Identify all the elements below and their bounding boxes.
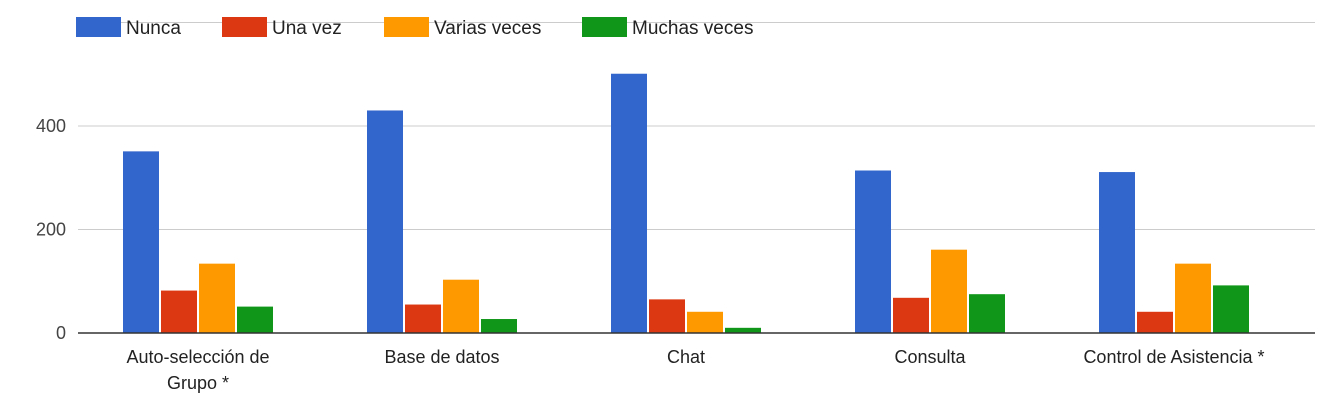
- legend-swatch: [582, 17, 627, 37]
- bar-una-vez: [1137, 311, 1173, 333]
- legend: Nunca Una vez Varias veces Muchas veces: [76, 17, 753, 39]
- bar-varias-veces: [199, 263, 235, 333]
- bar-nunca: [123, 151, 159, 333]
- bar-nunca: [611, 73, 647, 334]
- legend-swatch: [76, 17, 121, 37]
- category-label: Base de datos: [384, 347, 499, 367]
- bar-varias-veces: [931, 249, 967, 333]
- bar-una-vez: [161, 290, 197, 333]
- category-label: Control de Asistencia *: [1083, 347, 1264, 367]
- bar-muchas-veces: [1213, 285, 1249, 333]
- y-axis-ticks: 0 200 400: [36, 116, 66, 343]
- bar-muchas-veces: [969, 294, 1005, 333]
- bar-nunca: [367, 110, 403, 333]
- category-label: Grupo *: [167, 373, 229, 393]
- category-labels: Auto-selección de Grupo * Base de datos Cha…: [126, 347, 1264, 393]
- bar-varias-veces: [687, 311, 723, 333]
- legend-label: Nunca: [126, 18, 181, 39]
- bar-muchas-veces: [725, 327, 761, 333]
- y-tick-label: 0: [56, 323, 66, 343]
- y-tick-label: 400: [36, 116, 66, 136]
- y-tick-label: 200: [36, 220, 66, 240]
- bar-una-vez: [893, 297, 929, 333]
- legend-swatch: [222, 17, 267, 37]
- bar-una-vez: [649, 299, 685, 333]
- bar-varias-veces: [443, 279, 479, 333]
- bars: [123, 73, 1249, 334]
- legend-label: Varias veces: [434, 18, 541, 39]
- legend-label: Una vez: [272, 18, 342, 39]
- bar-nunca: [855, 170, 891, 333]
- legend-label: Muchas veces: [632, 18, 753, 39]
- bar-muchas-veces: [481, 319, 517, 333]
- bar-varias-veces: [1175, 263, 1211, 333]
- category-label: Consulta: [894, 347, 966, 367]
- category-label: Auto-selección de: [126, 347, 269, 367]
- category-label: Chat: [667, 347, 705, 367]
- bar-muchas-veces: [237, 306, 273, 333]
- bar-nunca: [1099, 172, 1135, 333]
- legend-swatch: [384, 17, 429, 37]
- bar-una-vez: [405, 304, 441, 333]
